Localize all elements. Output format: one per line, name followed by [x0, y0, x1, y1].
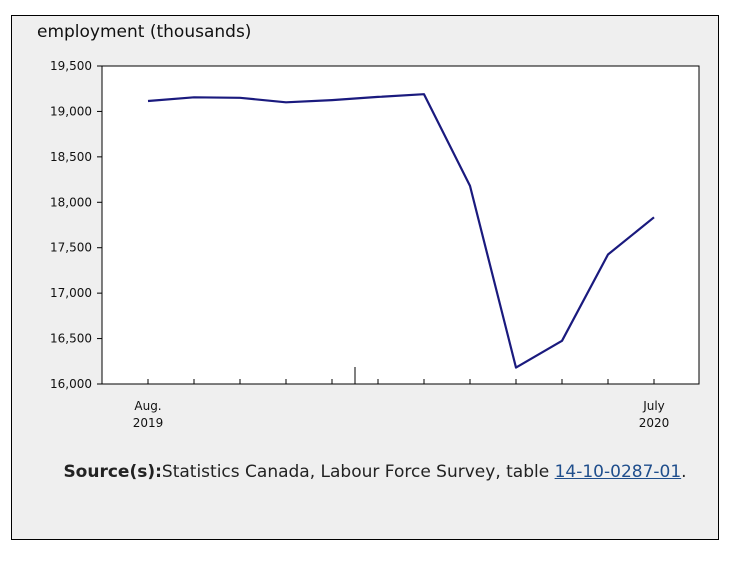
series-group	[147, 93, 655, 369]
y-tick-label: 18,000	[50, 195, 92, 209]
x-axis: Aug. 2019 July 2020	[133, 367, 670, 430]
x-tick-label-year: 2019	[133, 416, 164, 430]
y-tick-label: 17,000	[50, 286, 92, 300]
source-suffix: .	[681, 462, 687, 482]
y-tick-label: 16,000	[50, 377, 92, 391]
source-prefix: Source(s):	[63, 462, 162, 482]
source-table-link[interactable]: 14-10-0287-01	[554, 462, 682, 482]
plot-area	[101, 65, 700, 385]
series-line-0	[147, 93, 655, 369]
x-tick-label: July	[642, 399, 665, 413]
x-tick-label: Aug.	[134, 399, 161, 413]
source-note: Source(s):Statistics Canada, Labour Forc…	[50, 453, 700, 492]
y-axis-title: employment (thousands)	[37, 22, 252, 42]
y-tick-label: 19,500	[50, 59, 92, 73]
x-tick-label-year: 2020	[639, 416, 670, 430]
y-tick-label: 16,500	[50, 332, 92, 346]
y-tick-label: 19,000	[50, 104, 92, 118]
y-tick-label: 18,500	[50, 150, 92, 164]
y-tick-label: 17,500	[50, 241, 92, 255]
source-text: Statistics Canada, Labour Force Survey, …	[161, 462, 555, 482]
y-axis: 16,000 16,500 17,000 17,500 18,000 18,500 19,0…	[50, 59, 102, 391]
